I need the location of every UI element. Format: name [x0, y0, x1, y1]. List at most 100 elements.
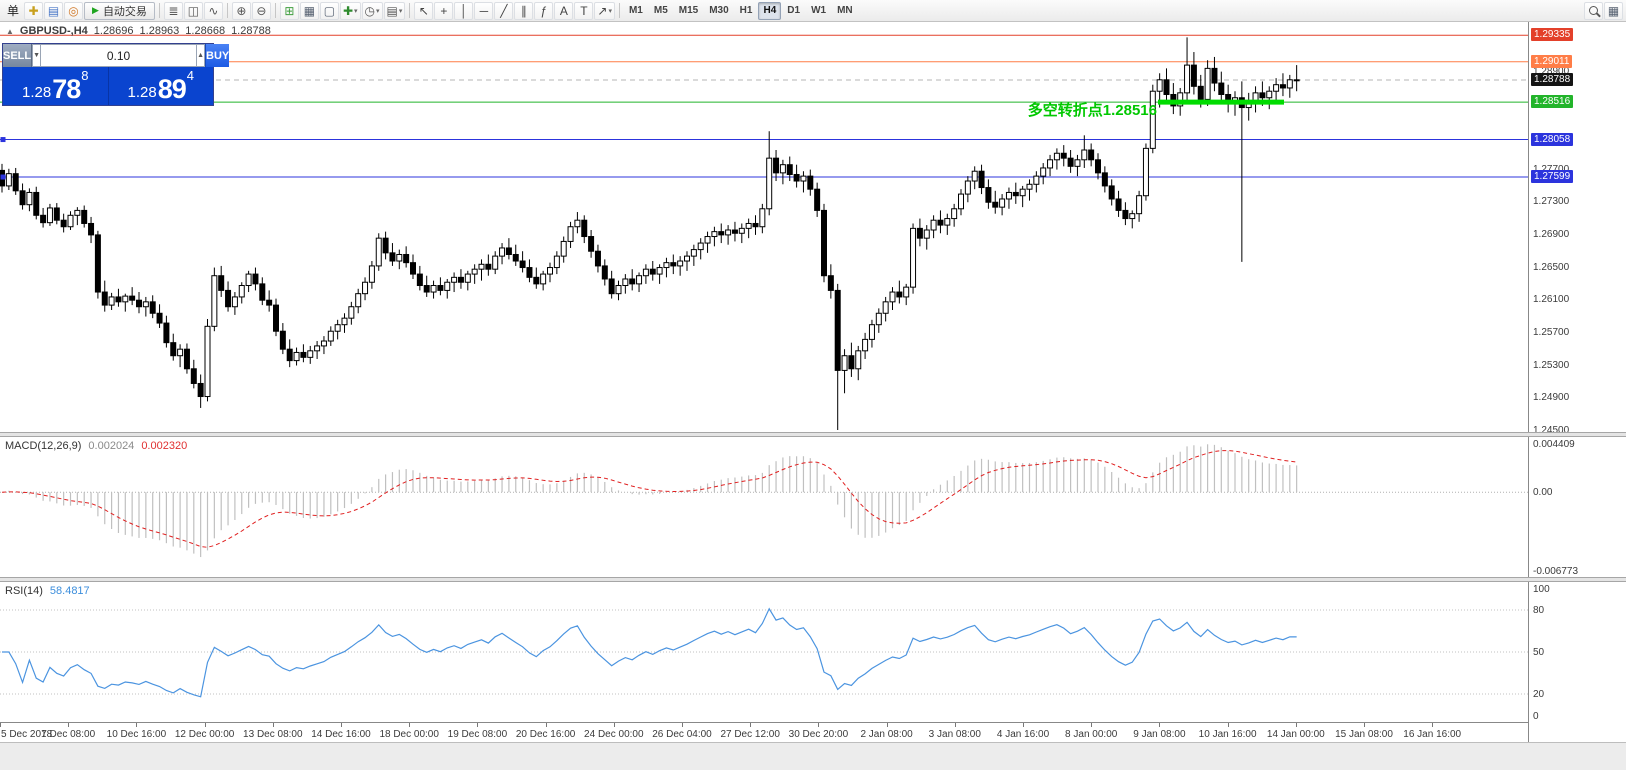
timeframe-button-d1[interactable]: D1	[787, 5, 801, 16]
template-icon[interactable]: ▤ ▾	[383, 1, 406, 20]
line-handle[interactable]	[0, 137, 6, 143]
candle-body	[1108, 185, 1115, 200]
timeframe-button-h4[interactable]: H4	[758, 1, 782, 20]
buy-button[interactable]: BUY	[205, 44, 230, 67]
timeframe-button-w1[interactable]: W1	[811, 5, 827, 16]
candle-body	[1259, 92, 1266, 99]
rsi-pane[interactable]	[0, 582, 1528, 722]
horizontal-line-icon[interactable]: ─	[474, 1, 494, 20]
price-line-label: 1.29011	[1531, 54, 1573, 68]
market-watch-icon[interactable]: ▤	[44, 1, 64, 20]
candle-body	[971, 170, 978, 182]
data-window-icon[interactable]: ▦	[1604, 1, 1623, 20]
pane-separator[interactable]	[0, 577, 1626, 582]
candle-body	[437, 285, 444, 291]
volume-decrease-button[interactable]: ▼	[32, 44, 42, 67]
text-icon[interactable]: A	[554, 1, 574, 20]
timeframe-button-mn[interactable]: MN	[837, 5, 853, 16]
rsi-label: RSI(14) 58.4817	[5, 585, 90, 597]
time-label: 14 Dec 16:00	[311, 729, 371, 740]
ohlc-low: 1.28668	[185, 25, 226, 37]
candle-body	[225, 289, 232, 308]
candle-body	[19, 190, 26, 206]
timeframe-button-m15[interactable]: M15	[678, 5, 699, 16]
candle-body	[211, 275, 218, 327]
sell-button[interactable]: SELL	[3, 44, 33, 67]
candle-body	[1197, 85, 1204, 100]
candle-body	[588, 236, 595, 252]
time-tick	[477, 723, 479, 727]
line-handle[interactable]	[0, 174, 6, 180]
timeframe-button-m1[interactable]: M1	[628, 5, 643, 16]
candle-body	[581, 219, 588, 238]
collapse-panel-icon[interactable]: ▲	[6, 26, 14, 36]
label-icon[interactable]: T	[574, 1, 594, 20]
candle-body	[327, 330, 334, 342]
candle-body	[540, 273, 547, 285]
crosshair-icon[interactable]: +	[434, 1, 454, 20]
candle-body	[88, 222, 95, 236]
candle-body	[930, 219, 937, 231]
candle-body	[273, 304, 279, 332]
candle-body	[444, 281, 451, 291]
price-grid-label: 1.25300	[1533, 359, 1570, 371]
volume-increase-button[interactable]: ▲	[196, 44, 205, 67]
candle-body	[492, 255, 499, 270]
quote-header: ▲ GBPUSD-,H4 1.28696 1.28963 1.28668 1.2…	[6, 25, 271, 37]
menu-icon[interactable]: 单	[7, 4, 20, 18]
macd-histogram	[8, 444, 1298, 558]
timeframe-button-m5[interactable]: M5	[653, 5, 668, 16]
candle-body	[1177, 92, 1184, 107]
candle-body	[26, 191, 33, 206]
channel-icon[interactable]: ∥	[514, 1, 534, 20]
timeframe-button-m30[interactable]: M30	[709, 5, 729, 16]
candle-body	[1115, 198, 1122, 211]
period-icon[interactable]: ◷ ▾	[361, 1, 383, 20]
navigator-icon[interactable]: ◎	[64, 1, 84, 20]
candle-body	[115, 296, 122, 303]
main-toolbar: 单 ✚ ▤ ◎ ▶ 自动交易 ≣ ◫ ∿ ⊕ ⊖ ⊞ ▦ ▢ ✚ ▾ ◷ ▾ ▤ ▾ ↖ + │ ─ ╱ ∥ ƒ A T ↗ ▾ M1 M5 M…	[0, 0, 1626, 22]
grid-icon[interactable]: ⊞	[279, 1, 299, 20]
candle-body	[231, 296, 238, 308]
pivot-annotation[interactable]: 多空转折点1.28516	[1027, 102, 1157, 119]
new-chart-icon[interactable]: ✚ ▾	[339, 1, 361, 20]
pane-separator[interactable]	[0, 432, 1626, 437]
volume-input[interactable]	[41, 44, 197, 67]
candle-body	[841, 355, 848, 371]
arrows-icon[interactable]: ↗ ▾	[594, 1, 615, 20]
buy-price-button[interactable]: 1.28 89 4	[109, 67, 214, 105]
cascade-windows-icon[interactable]: ▢	[319, 1, 339, 20]
time-tick	[886, 723, 888, 727]
horizontal-lines[interactable]	[0, 34, 1528, 178]
timeframe-button-h1[interactable]: H1	[739, 5, 753, 16]
candle-body	[636, 275, 643, 285]
candlestick-chart-icon[interactable]: ◫	[183, 1, 203, 20]
zoom-in-icon[interactable]: ⊕	[231, 1, 251, 20]
candle-body	[1033, 175, 1040, 185]
line-chart-icon[interactable]: ∿	[203, 1, 223, 20]
search-icon[interactable]	[1584, 1, 1603, 20]
price-scale[interactable]: 1.28900 1.27700 1.27300 1.26900 1.26500 1.261…	[1528, 22, 1626, 742]
time-label: 14 Jan 00:00	[1266, 729, 1325, 740]
time-scale[interactable]: 5 Dec 2018 7 Dec 08:00 10 Dec 16:00 12 Dec …	[0, 722, 1528, 742]
autotrading-button[interactable]: ▶ 自动交易	[84, 1, 155, 20]
price-chart[interactable]	[0, 22, 1528, 432]
candle-body	[827, 275, 834, 291]
candle-body	[238, 285, 245, 298]
tile-windows-icon[interactable]: ▦	[299, 1, 319, 20]
vertical-line-icon[interactable]: │	[454, 1, 474, 20]
new-order-icon[interactable]: ✚	[24, 1, 44, 20]
candle-body	[1266, 90, 1273, 99]
zoom-out-icon[interactable]: ⊖	[251, 1, 271, 20]
candle-body	[1129, 213, 1136, 220]
macd-pane[interactable]	[0, 437, 1528, 577]
trendline-icon[interactable]: ╱	[494, 1, 514, 20]
candle-body	[512, 253, 519, 262]
fibonacci-icon[interactable]: ƒ	[534, 1, 554, 20]
bar-chart-icon[interactable]: ≣	[163, 1, 183, 20]
candle-body	[1163, 79, 1170, 95]
time-label: 10 Dec 16:00	[106, 729, 167, 740]
cursor-icon[interactable]: ↖	[414, 1, 434, 20]
macd-name: MACD(12,26,9)	[5, 440, 82, 452]
sell-price-button[interactable]: 1.28 78 8	[3, 67, 109, 105]
